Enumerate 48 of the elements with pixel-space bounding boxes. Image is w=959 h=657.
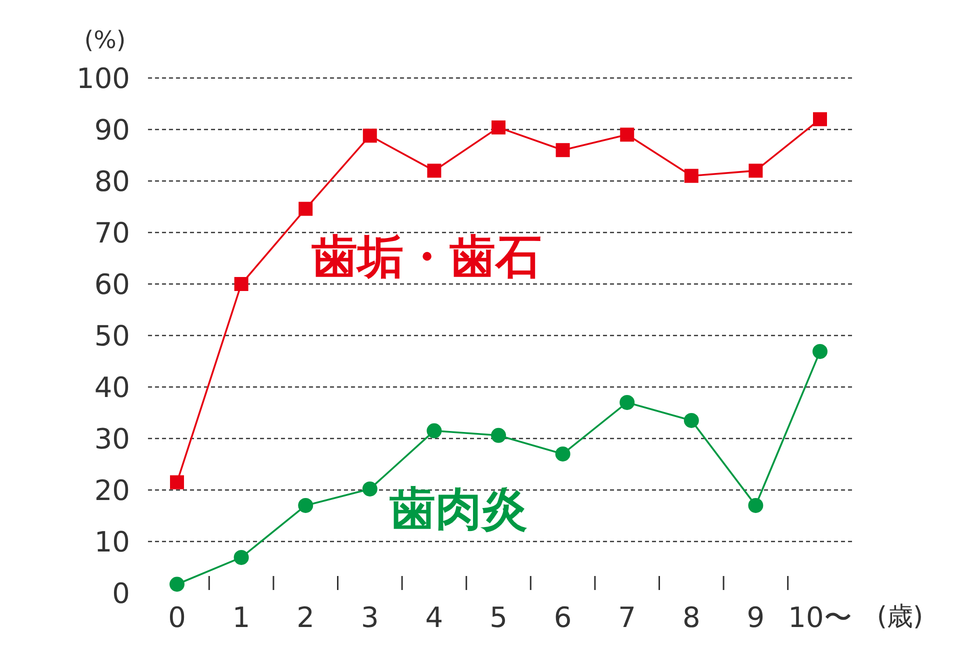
point xyxy=(555,446,570,462)
point xyxy=(684,168,698,183)
point xyxy=(491,428,506,443)
y-tick-label: 60 xyxy=(94,268,130,301)
point xyxy=(813,112,827,126)
point xyxy=(234,550,249,565)
point xyxy=(620,394,635,410)
x-tick-label: 9 xyxy=(746,601,765,634)
point xyxy=(620,128,634,142)
y-tick-label: 30 xyxy=(94,422,130,456)
y-tick-label: 90 xyxy=(94,114,130,146)
x-tick-label: 0 xyxy=(168,601,186,634)
point xyxy=(748,164,763,178)
x-tick-label: 2 xyxy=(296,601,315,634)
x-tick-label: 6 xyxy=(554,601,572,634)
x-axis-title: (歳) xyxy=(876,602,924,632)
point xyxy=(684,412,699,428)
x-tick-label: 10〜 xyxy=(788,601,852,634)
point xyxy=(748,498,764,513)
point xyxy=(234,277,248,291)
y-tick-label: 20 xyxy=(94,474,130,507)
y-axis-title: (%) xyxy=(84,26,126,54)
point xyxy=(298,498,314,513)
x-tick-label: 3 xyxy=(360,601,379,634)
y-tick-label: 80 xyxy=(94,165,130,198)
x-tick-label: 8 xyxy=(682,601,700,634)
y-tick-label: 10 xyxy=(94,526,130,558)
x-tick-label: 4 xyxy=(425,601,444,634)
y-tick-label: 50 xyxy=(94,320,130,352)
y-tick-label: 70 xyxy=(94,216,130,250)
x-tick-label: 1 xyxy=(232,601,250,634)
series-label: 歯垢・歯石 xyxy=(311,229,542,284)
x-tick-label: 5 xyxy=(490,601,508,634)
point xyxy=(426,423,442,438)
point xyxy=(298,202,313,216)
point xyxy=(427,164,442,178)
x-tick-label: 7 xyxy=(618,601,636,634)
series-label: 歯肉炎 xyxy=(390,482,528,536)
point xyxy=(556,143,570,158)
point xyxy=(492,120,506,134)
point xyxy=(170,576,184,592)
y-tick-label: 0 xyxy=(112,577,130,610)
point xyxy=(812,344,828,359)
point xyxy=(362,128,377,143)
y-tick-label: 40 xyxy=(94,371,130,404)
point xyxy=(170,475,184,490)
point xyxy=(362,481,378,496)
y-tick-label: 100 xyxy=(76,62,130,95)
